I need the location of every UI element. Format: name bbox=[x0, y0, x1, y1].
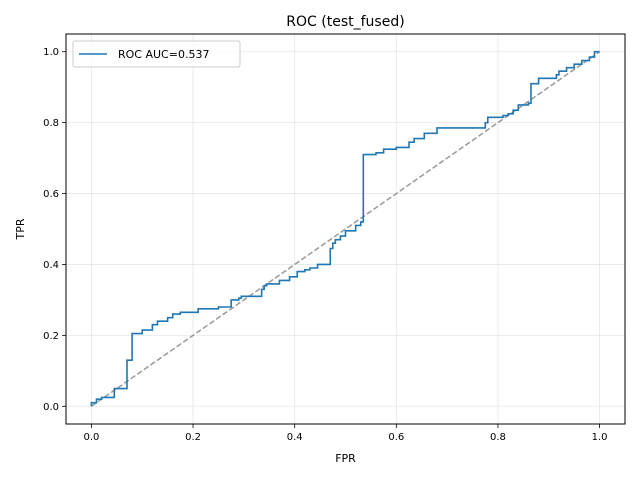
y-axis-label: TPR bbox=[14, 218, 27, 240]
legend-box bbox=[72, 40, 241, 68]
x-axis-ticks: 0.0 0.2 0.4 0.6 0.8 1.0 bbox=[83, 424, 608, 443]
x-tick-label: 1.0 bbox=[592, 432, 608, 443]
series-layer bbox=[90, 50, 601, 407]
y-tick-label: 0.6 bbox=[43, 189, 59, 200]
x-tick-label: 0.4 bbox=[287, 432, 303, 443]
y-tick-label: 0.4 bbox=[43, 260, 59, 271]
x-tick-label: 0.2 bbox=[185, 432, 201, 443]
x-axis-label: FPR bbox=[335, 452, 356, 465]
y-tick-label: 0.8 bbox=[43, 118, 59, 129]
y-tick-label: 0.0 bbox=[43, 402, 59, 413]
y-tick-label: 0.2 bbox=[43, 331, 59, 342]
x-tick-label: 0.6 bbox=[388, 432, 404, 443]
y-axis-ticks: 0.0 0.2 0.4 0.6 0.8 1.0 bbox=[43, 47, 66, 413]
y-tick-label: 1.0 bbox=[43, 47, 59, 58]
chart-title: ROC (test_fused) bbox=[286, 14, 404, 30]
legend: ROC AUC=0.537 bbox=[72, 40, 241, 68]
x-tick-label: 0.0 bbox=[83, 432, 99, 443]
legend-label-roc: ROC AUC=0.537 bbox=[118, 48, 209, 61]
plot-frame bbox=[65, 33, 626, 425]
roc-curve-line bbox=[90, 50, 600, 407]
x-tick-label: 0.8 bbox=[490, 432, 506, 443]
